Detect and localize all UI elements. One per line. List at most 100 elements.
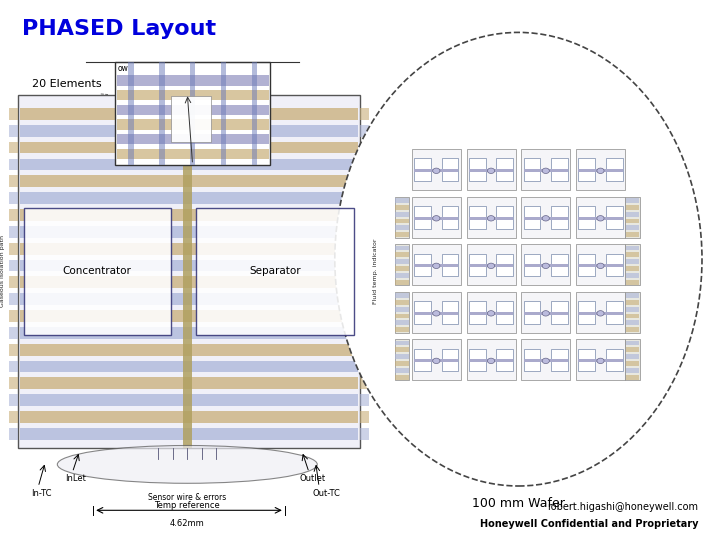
Bar: [9, 159, 18, 170]
Bar: [414, 206, 431, 228]
Circle shape: [433, 358, 440, 363]
Bar: [395, 341, 409, 346]
Bar: [9, 176, 18, 187]
Bar: [20, 242, 358, 254]
Bar: [496, 158, 513, 181]
Bar: [395, 266, 409, 271]
Bar: [20, 226, 358, 238]
Bar: [414, 158, 431, 181]
Bar: [496, 301, 513, 323]
Bar: [626, 327, 639, 332]
Text: InLet: InLet: [66, 474, 86, 483]
Bar: [20, 428, 358, 440]
Bar: [395, 259, 409, 264]
Text: robert.higashi@honeywell.com: robert.higashi@honeywell.com: [547, 502, 698, 512]
Bar: [360, 361, 369, 373]
Bar: [414, 169, 459, 172]
Bar: [360, 377, 369, 389]
Bar: [496, 348, 513, 371]
Bar: [414, 348, 431, 371]
Bar: [467, 197, 516, 238]
Bar: [18, 94, 360, 448]
Bar: [469, 158, 486, 181]
Text: Gaseous isolation path: Gaseous isolation path: [0, 235, 4, 307]
Bar: [395, 320, 409, 325]
Bar: [576, 244, 625, 285]
Bar: [20, 159, 358, 170]
Bar: [626, 225, 639, 230]
Bar: [9, 344, 18, 355]
Bar: [360, 226, 369, 238]
Circle shape: [433, 215, 440, 221]
Bar: [551, 301, 568, 323]
Text: 20 Elements: 20 Elements: [32, 79, 102, 89]
Text: 4.62mm: 4.62mm: [170, 519, 204, 528]
Bar: [395, 219, 409, 224]
Bar: [523, 312, 568, 315]
Circle shape: [542, 168, 549, 173]
Bar: [360, 192, 369, 204]
Bar: [625, 292, 639, 333]
Bar: [360, 276, 369, 288]
Bar: [395, 314, 409, 319]
Circle shape: [487, 310, 495, 316]
Bar: [9, 242, 18, 254]
Bar: [395, 354, 409, 359]
Text: 100 mm Wafer: 100 mm Wafer: [472, 497, 564, 510]
Bar: [360, 310, 369, 322]
Bar: [626, 205, 639, 210]
Circle shape: [433, 263, 440, 268]
Bar: [414, 301, 431, 323]
Text: Temp reference: Temp reference: [154, 501, 220, 510]
Bar: [626, 212, 639, 217]
Bar: [171, 96, 211, 142]
Bar: [626, 314, 639, 319]
Bar: [9, 327, 18, 339]
Bar: [196, 208, 354, 335]
Bar: [20, 327, 358, 339]
Bar: [626, 259, 639, 264]
Bar: [626, 320, 639, 325]
Bar: [523, 301, 541, 323]
Bar: [9, 428, 18, 440]
Bar: [395, 273, 409, 278]
Circle shape: [433, 168, 440, 173]
Bar: [496, 206, 513, 228]
Bar: [360, 327, 369, 339]
Bar: [578, 217, 623, 220]
Bar: [606, 206, 623, 228]
Bar: [20, 394, 358, 406]
Bar: [606, 348, 623, 371]
Bar: [551, 348, 568, 371]
Bar: [9, 226, 18, 238]
Bar: [606, 158, 623, 181]
Circle shape: [597, 358, 604, 363]
Bar: [467, 339, 516, 380]
Bar: [414, 359, 459, 362]
Bar: [467, 244, 516, 285]
Bar: [626, 219, 639, 224]
Bar: [469, 217, 513, 220]
Bar: [360, 242, 369, 254]
Bar: [360, 209, 369, 221]
Bar: [20, 108, 358, 120]
Bar: [9, 192, 18, 204]
Bar: [441, 206, 459, 228]
Circle shape: [487, 358, 495, 363]
Bar: [20, 293, 358, 305]
Bar: [395, 198, 409, 203]
Circle shape: [487, 215, 495, 221]
Bar: [20, 176, 358, 187]
Bar: [625, 244, 639, 285]
Bar: [117, 119, 269, 130]
Bar: [395, 197, 410, 238]
Bar: [395, 252, 409, 257]
Bar: [521, 244, 570, 285]
Bar: [626, 252, 639, 257]
Bar: [523, 264, 568, 267]
Bar: [626, 347, 639, 352]
Bar: [395, 327, 409, 332]
Bar: [626, 246, 639, 251]
Bar: [9, 276, 18, 288]
Bar: [441, 348, 459, 371]
